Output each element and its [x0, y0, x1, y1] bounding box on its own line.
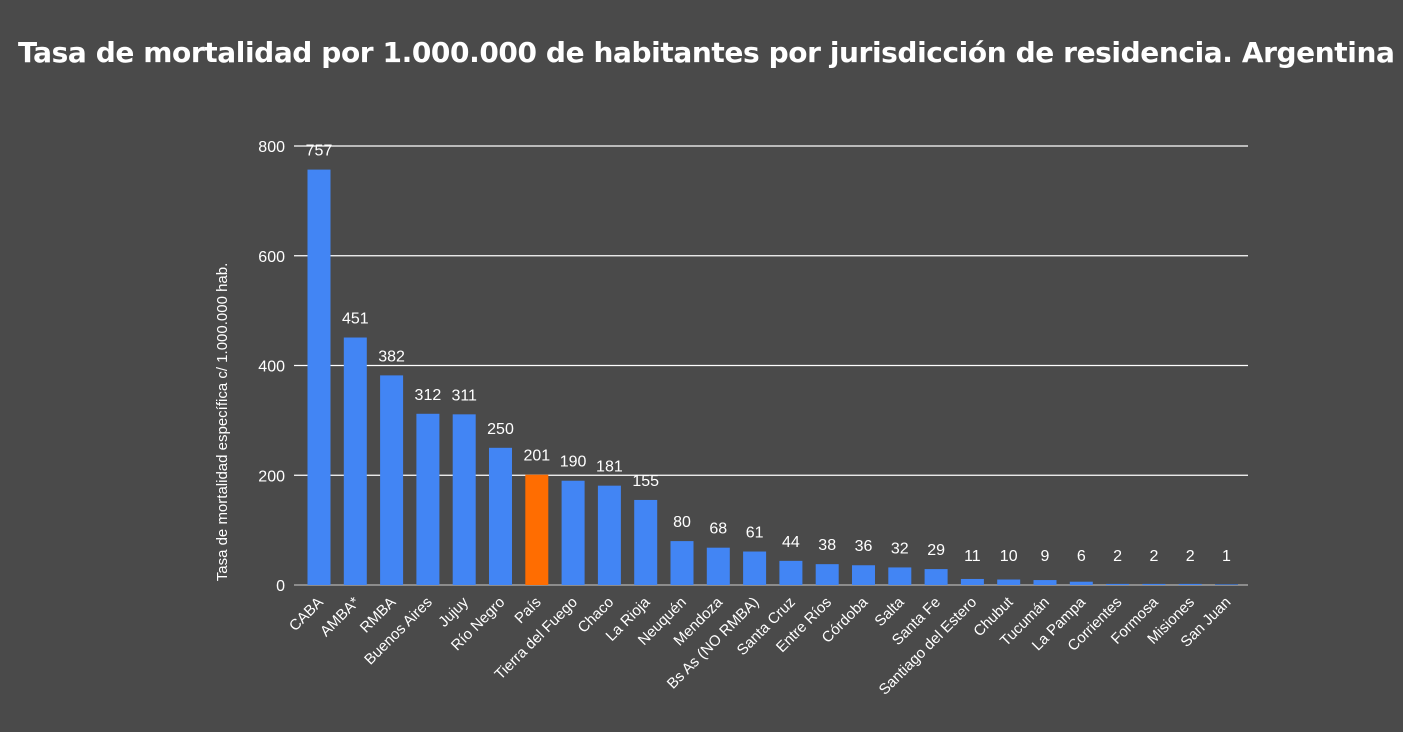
value-label-6: 201: [523, 448, 550, 465]
value-label-3: 312: [415, 387, 442, 404]
value-label-9: 155: [632, 473, 659, 490]
value-label-4: 311: [451, 387, 477, 404]
bar-4: [452, 414, 476, 585]
bar-15: [852, 565, 875, 585]
bar-17: [924, 569, 948, 585]
value-label-5: 250: [487, 421, 514, 438]
bar-12: [743, 551, 767, 585]
y-tick-label-200: 200: [258, 468, 285, 485]
value-label-12: 61: [746, 525, 764, 542]
bar-16: [888, 567, 912, 585]
value-label-0: 757: [306, 143, 333, 160]
value-label-11: 68: [709, 521, 727, 538]
value-label-7: 190: [560, 454, 587, 471]
bar-7: [561, 480, 585, 585]
value-label-19: 10: [1000, 548, 1018, 565]
bar-11: [706, 547, 730, 585]
bar-0: [307, 169, 331, 585]
bar-8: [597, 485, 621, 585]
value-label-13: 44: [782, 534, 800, 551]
bars: [307, 169, 1238, 585]
value-label-20: 9: [1041, 548, 1050, 565]
value-label-18: 11: [964, 548, 981, 565]
y-axis-title: Tasa de mortalidad específica c/ 1.000.0…: [214, 263, 231, 582]
value-label-16: 32: [891, 540, 909, 557]
value-label-14: 38: [818, 537, 836, 554]
bar-14: [815, 564, 839, 585]
bar-2: [380, 375, 404, 585]
value-label-23: 2: [1149, 548, 1158, 565]
y-tick-label-600: 600: [258, 249, 285, 266]
bar-23: [1142, 583, 1166, 585]
bar-9: [634, 499, 658, 585]
category-label-1: AMBA*: [317, 594, 363, 640]
value-label-2: 382: [378, 348, 405, 365]
value-label-15: 36: [855, 538, 873, 555]
value-label-1: 451: [342, 311, 369, 328]
y-tick-label-400: 400: [258, 359, 285, 376]
bar-13: [779, 560, 803, 585]
bar-5: [489, 447, 512, 585]
y-axis-ticks: 0 200 400 600 800: [258, 139, 285, 595]
value-label-10: 80: [673, 514, 691, 531]
y-tick-label-800: 800: [258, 139, 285, 156]
bar-20: [1033, 580, 1057, 585]
y-tick-label-0: 0: [276, 578, 285, 595]
bar-24: [1178, 583, 1202, 585]
value-label-24: 2: [1186, 548, 1195, 565]
bar-6: [525, 474, 549, 585]
bar-25: [1215, 584, 1238, 585]
chart-title: Tasa de mortalidad por 1.000.000 de habi…: [18, 36, 1395, 69]
value-label-8: 181: [596, 459, 623, 476]
value-label-21: 6: [1077, 548, 1086, 565]
bar-18: [960, 578, 984, 585]
value-label-17: 29: [927, 542, 945, 559]
bar-22: [1106, 583, 1130, 585]
bar-10: [670, 541, 694, 585]
value-label-22: 2: [1113, 548, 1122, 565]
bar-1: [343, 337, 367, 585]
bar-3: [416, 413, 440, 585]
bar-21: [1069, 581, 1093, 585]
bar-19: [997, 579, 1021, 585]
value-label-25: 1: [1222, 548, 1231, 565]
